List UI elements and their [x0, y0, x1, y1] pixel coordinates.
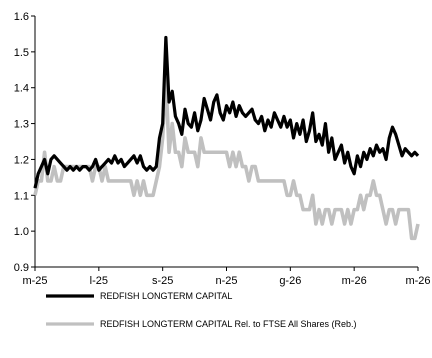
x-tick-label: m-26	[342, 275, 367, 287]
x-tick-label: n-25	[215, 275, 237, 287]
y-tick-label: 1.2	[14, 154, 29, 166]
y-tick-label: 1.3	[14, 119, 29, 131]
y-tick-label: 1.5	[14, 47, 29, 59]
y-tick-label: 0.9	[14, 262, 29, 274]
y-tick-label: 1.1	[14, 190, 29, 202]
legend-label: REDFISH LONGTERM CAPITAL Rel. to FTSE Al…	[100, 319, 357, 329]
x-tick-label: l-25	[90, 275, 108, 287]
y-tick-label: 1.4	[14, 83, 29, 95]
x-axis: m-25 l-25 s-25 n-25 g-26 m-26 m-26	[22, 266, 431, 287]
series-line-fund	[33, 35, 420, 189]
x-tick-label: s-25	[152, 275, 173, 287]
plot-area	[33, 35, 420, 241]
legend-label: REDFISH LONGTERM CAPITAL	[100, 291, 232, 301]
y-axis: 0.9 1.0 1.1 1.2 1.3 1.4 1.5 1.6	[14, 11, 36, 274]
x-tick-label: m-26	[405, 275, 430, 287]
y-tick-label: 1.6	[14, 11, 29, 23]
y-tick-label: 1.0	[14, 226, 29, 238]
series-line-relative	[33, 75, 420, 241]
x-tick-label: m-25	[22, 275, 47, 287]
legend: REDFISH LONGTERM CAPITAL REDFISH LONGTERM…	[46, 291, 357, 329]
x-tick-label: g-26	[279, 275, 301, 287]
